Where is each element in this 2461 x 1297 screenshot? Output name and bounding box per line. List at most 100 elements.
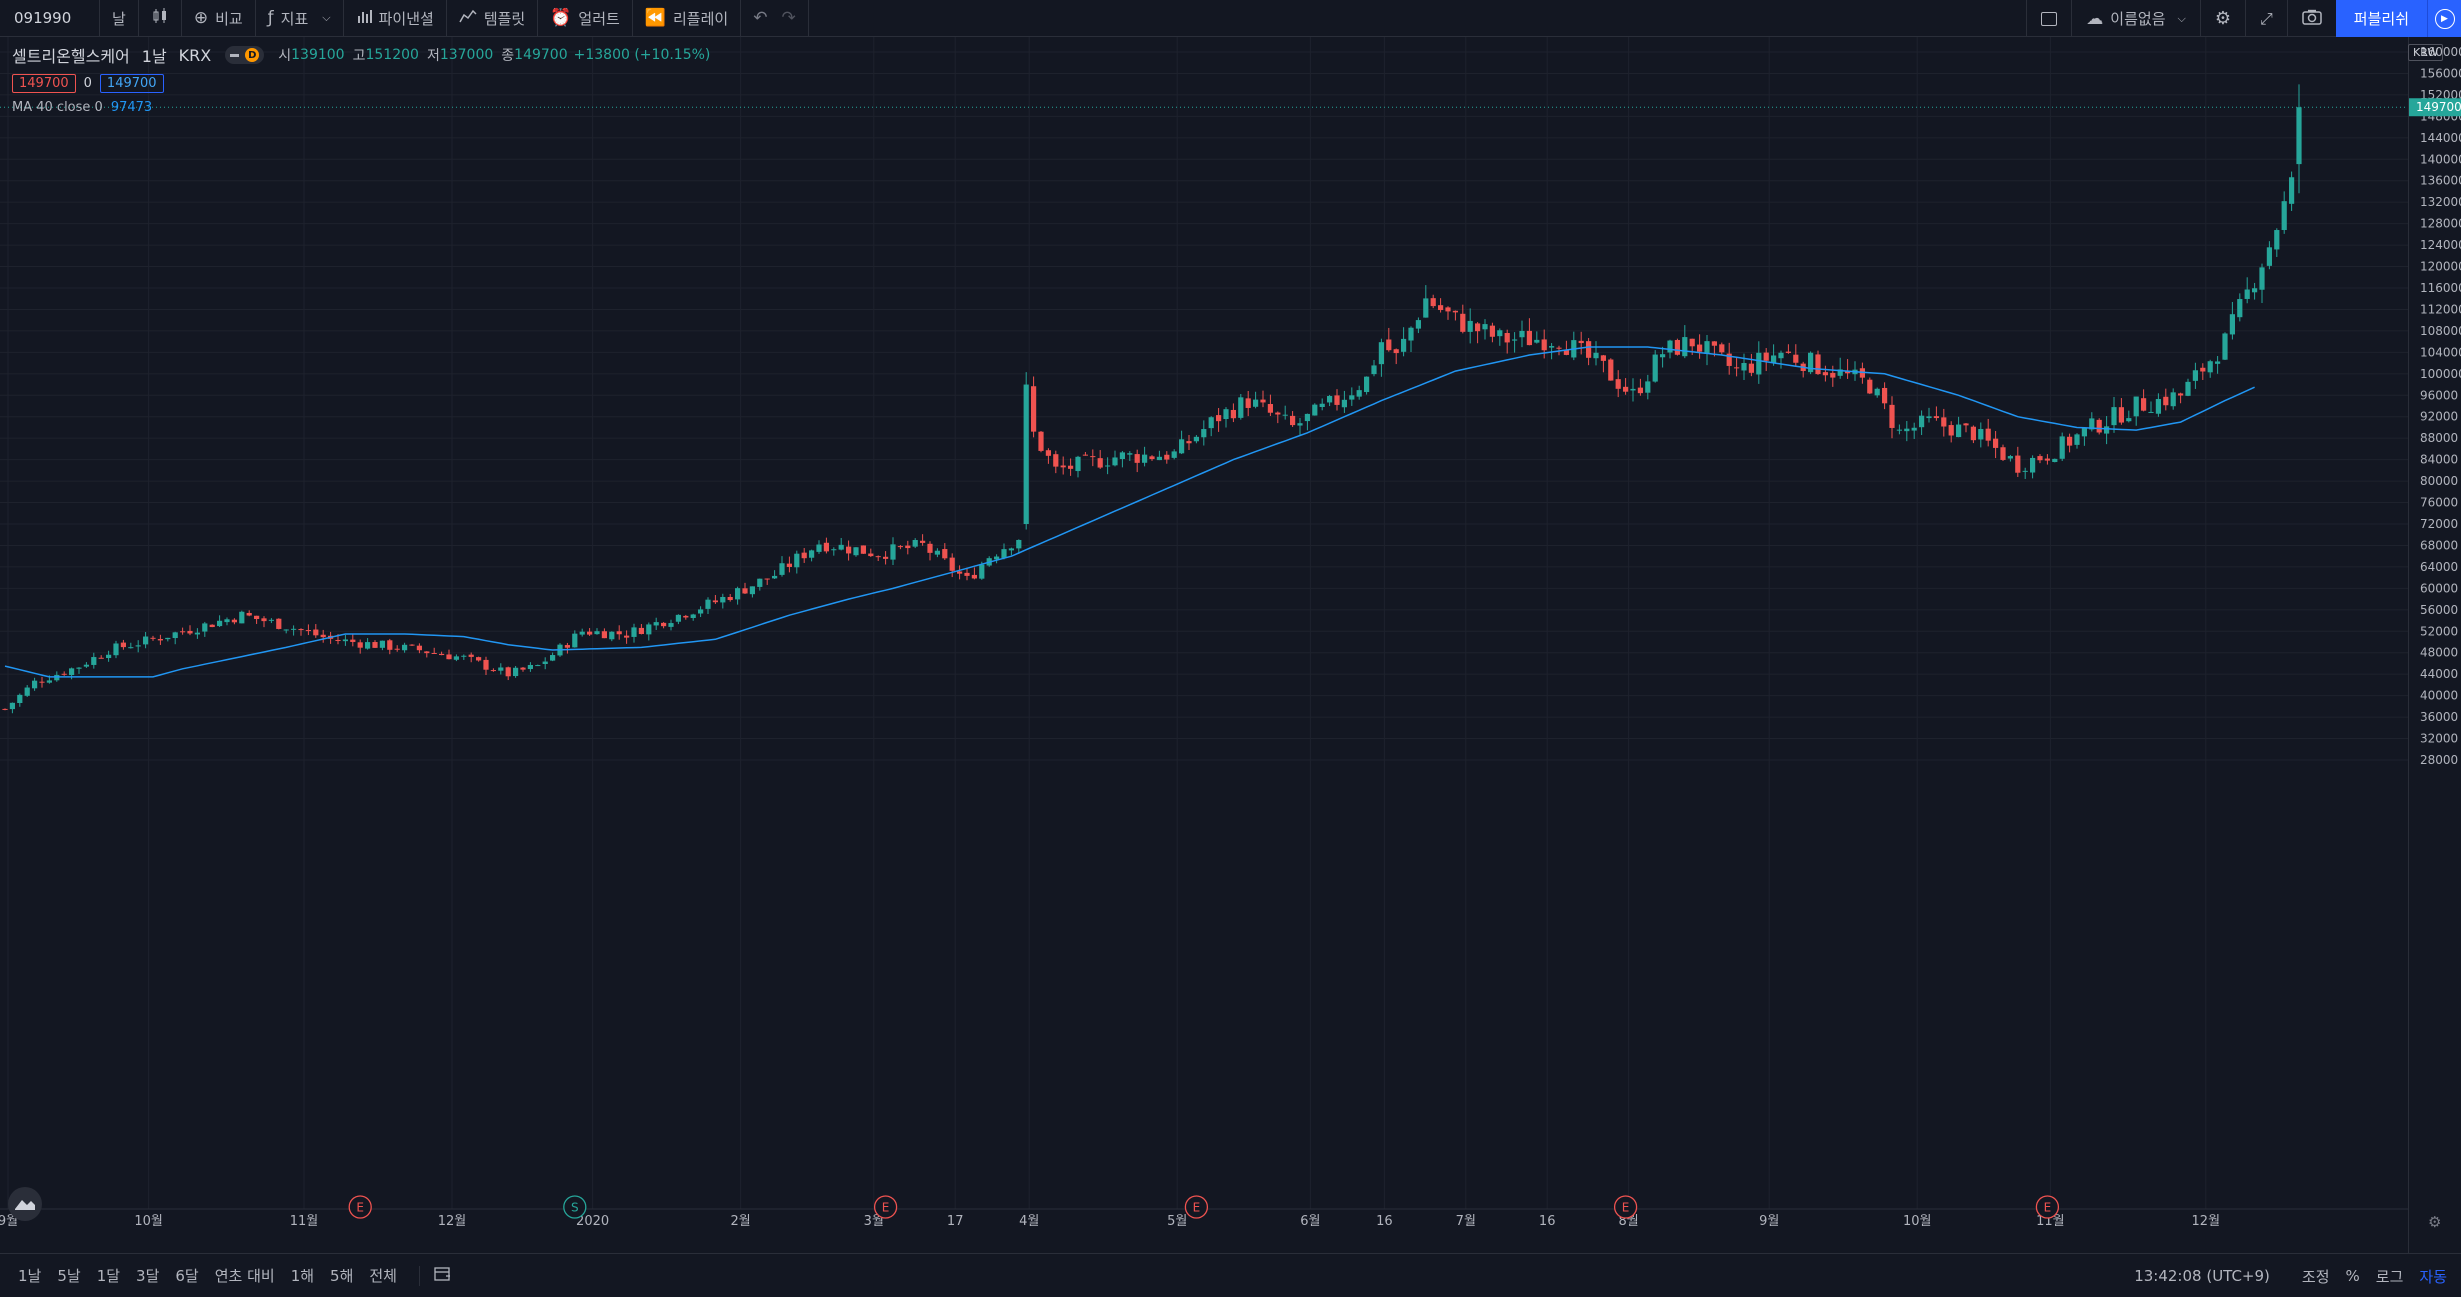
candle: [1978, 422, 1984, 448]
market-status-pill[interactable]: D: [225, 46, 265, 64]
range-1y[interactable]: 1해: [290, 1267, 315, 1285]
event-marker-earnings[interactable]: E: [1184, 1195, 1209, 1219]
range-3m[interactable]: 3달: [136, 1267, 160, 1285]
candle-body: [1171, 451, 1177, 458]
candle: [1896, 424, 1902, 435]
candle: [224, 617, 230, 626]
play-button[interactable]: ▶: [2427, 0, 2461, 37]
candle-body: [32, 680, 38, 689]
templates-button[interactable]: 템플릿: [447, 0, 539, 37]
candle-body: [1016, 539, 1022, 549]
candle-body: [609, 631, 615, 640]
bar-chart-icon: [356, 8, 372, 29]
tradingview-logo-icon[interactable]: [8, 1187, 42, 1221]
candle: [564, 642, 570, 654]
candle-body: [712, 600, 718, 603]
candle-body: [675, 614, 681, 622]
fullscreen-layout-button[interactable]: [2026, 0, 2071, 37]
candle: [757, 578, 763, 591]
redo-icon[interactable]: ↷: [781, 8, 796, 28]
candle: [505, 666, 511, 681]
range-6m[interactable]: 6달: [175, 1267, 199, 1285]
alert-button[interactable]: ⏰ 얼러트: [538, 0, 633, 37]
financials-button[interactable]: 파이낸셜: [344, 0, 447, 37]
candle: [1586, 338, 1592, 366]
adjust-button[interactable]: 조정: [2301, 1267, 2330, 1286]
candle-body: [9, 702, 15, 710]
candle: [1697, 334, 1703, 359]
event-marker-earnings[interactable]: E: [348, 1195, 372, 1219]
candle-body: [2030, 457, 2036, 473]
indicators-button[interactable]: ƒ 지표 ⌵: [256, 0, 344, 37]
candle-body: [1719, 344, 1725, 353]
range-1m[interactable]: 1달: [96, 1267, 121, 1285]
currency-badge[interactable]: KRW: [2408, 44, 2444, 61]
percent-button[interactable]: %: [2345, 1267, 2360, 1285]
candle: [786, 556, 792, 573]
candle-body: [1600, 355, 1606, 361]
candle-body: [76, 667, 82, 669]
range-ytd[interactable]: 연초 대비: [214, 1267, 275, 1285]
event-marker-split[interactable]: S: [563, 1195, 587, 1219]
chart-type-button[interactable]: [139, 0, 182, 37]
undo-icon[interactable]: ↶: [753, 8, 768, 28]
replay-button[interactable]: ⏪ 리플레이: [633, 0, 742, 37]
compare-label: 비교: [215, 9, 243, 28]
candle-body: [1482, 324, 1488, 330]
compare-button[interactable]: ⊕ 비교: [182, 0, 256, 37]
candle: [846, 540, 852, 561]
bottom-right-controls: 13:42:08 (UTC+9) 조정 % 로그 자동: [2118, 1254, 2447, 1297]
candle-body: [1423, 298, 1429, 318]
interval-button[interactable]: 날: [100, 0, 139, 37]
candle-body: [61, 673, 67, 675]
event-marker-earnings[interactable]: E: [1613, 1195, 1638, 1219]
candle: [712, 595, 718, 604]
candle: [1623, 378, 1629, 395]
candle: [994, 554, 1000, 564]
candle-body: [1911, 427, 1917, 431]
candle-body: [616, 631, 622, 635]
event-marker-earnings[interactable]: E: [2035, 1195, 2060, 1219]
range-5y[interactable]: 5해: [330, 1267, 354, 1285]
candle: [2118, 398, 2124, 425]
candle-body: [520, 667, 526, 670]
log-button[interactable]: 로그: [2375, 1267, 2404, 1286]
candle-body: [949, 557, 955, 571]
time-tick-label: 6월: [1300, 1214, 1320, 1229]
clock[interactable]: 13:42:08 (UTC+9): [2134, 1267, 2270, 1285]
candle: [490, 668, 496, 672]
candle: [779, 556, 785, 577]
candle: [2274, 228, 2280, 257]
candle: [1837, 357, 1843, 379]
candle: [1534, 331, 1540, 344]
ask-button[interactable]: 149700: [99, 73, 164, 93]
event-marker-earnings[interactable]: E: [873, 1195, 898, 1219]
chart-grid: [0, 37, 2408, 1209]
candle-body: [1001, 549, 1007, 558]
candle-body: [476, 657, 482, 661]
snapshot-button[interactable]: [2286, 0, 2336, 37]
range-all[interactable]: 전체: [369, 1267, 397, 1285]
fullscreen-button[interactable]: ⤢: [2244, 0, 2287, 37]
range-1d[interactable]: 1날: [18, 1267, 42, 1285]
symbol-search[interactable]: 091990: [0, 0, 100, 37]
goto-date-icon[interactable]: [418, 1265, 460, 1286]
candle: [1482, 319, 1488, 340]
symbol-name[interactable]: 셀트리온헬스케어: [12, 47, 130, 66]
candle-body: [2096, 419, 2102, 433]
range-5d[interactable]: 5날: [57, 1267, 81, 1285]
event-circle: [2035, 1195, 2060, 1219]
publish-button[interactable]: 퍼블리쉬: [2335, 0, 2427, 37]
layout-save-button[interactable]: ☁ 이름없음 ⌵: [2071, 0, 2200, 37]
time-tick-label: 5월: [1167, 1214, 1187, 1229]
candle: [424, 651, 430, 658]
legend-indicator-row[interactable]: MA 40 close 0 97473: [12, 100, 718, 115]
candle: [194, 628, 200, 639]
candle: [883, 551, 889, 565]
bid-button[interactable]: 149700: [12, 73, 76, 93]
candle-body: [1623, 386, 1629, 392]
price-chart[interactable]: 28000 32000 36000 40000 44000 48000 52000 56000…: [0, 37, 2461, 1253]
candle: [971, 567, 977, 580]
auto-button[interactable]: 자동: [2419, 1267, 2447, 1286]
settings-button[interactable]: ⚙: [2199, 0, 2245, 37]
